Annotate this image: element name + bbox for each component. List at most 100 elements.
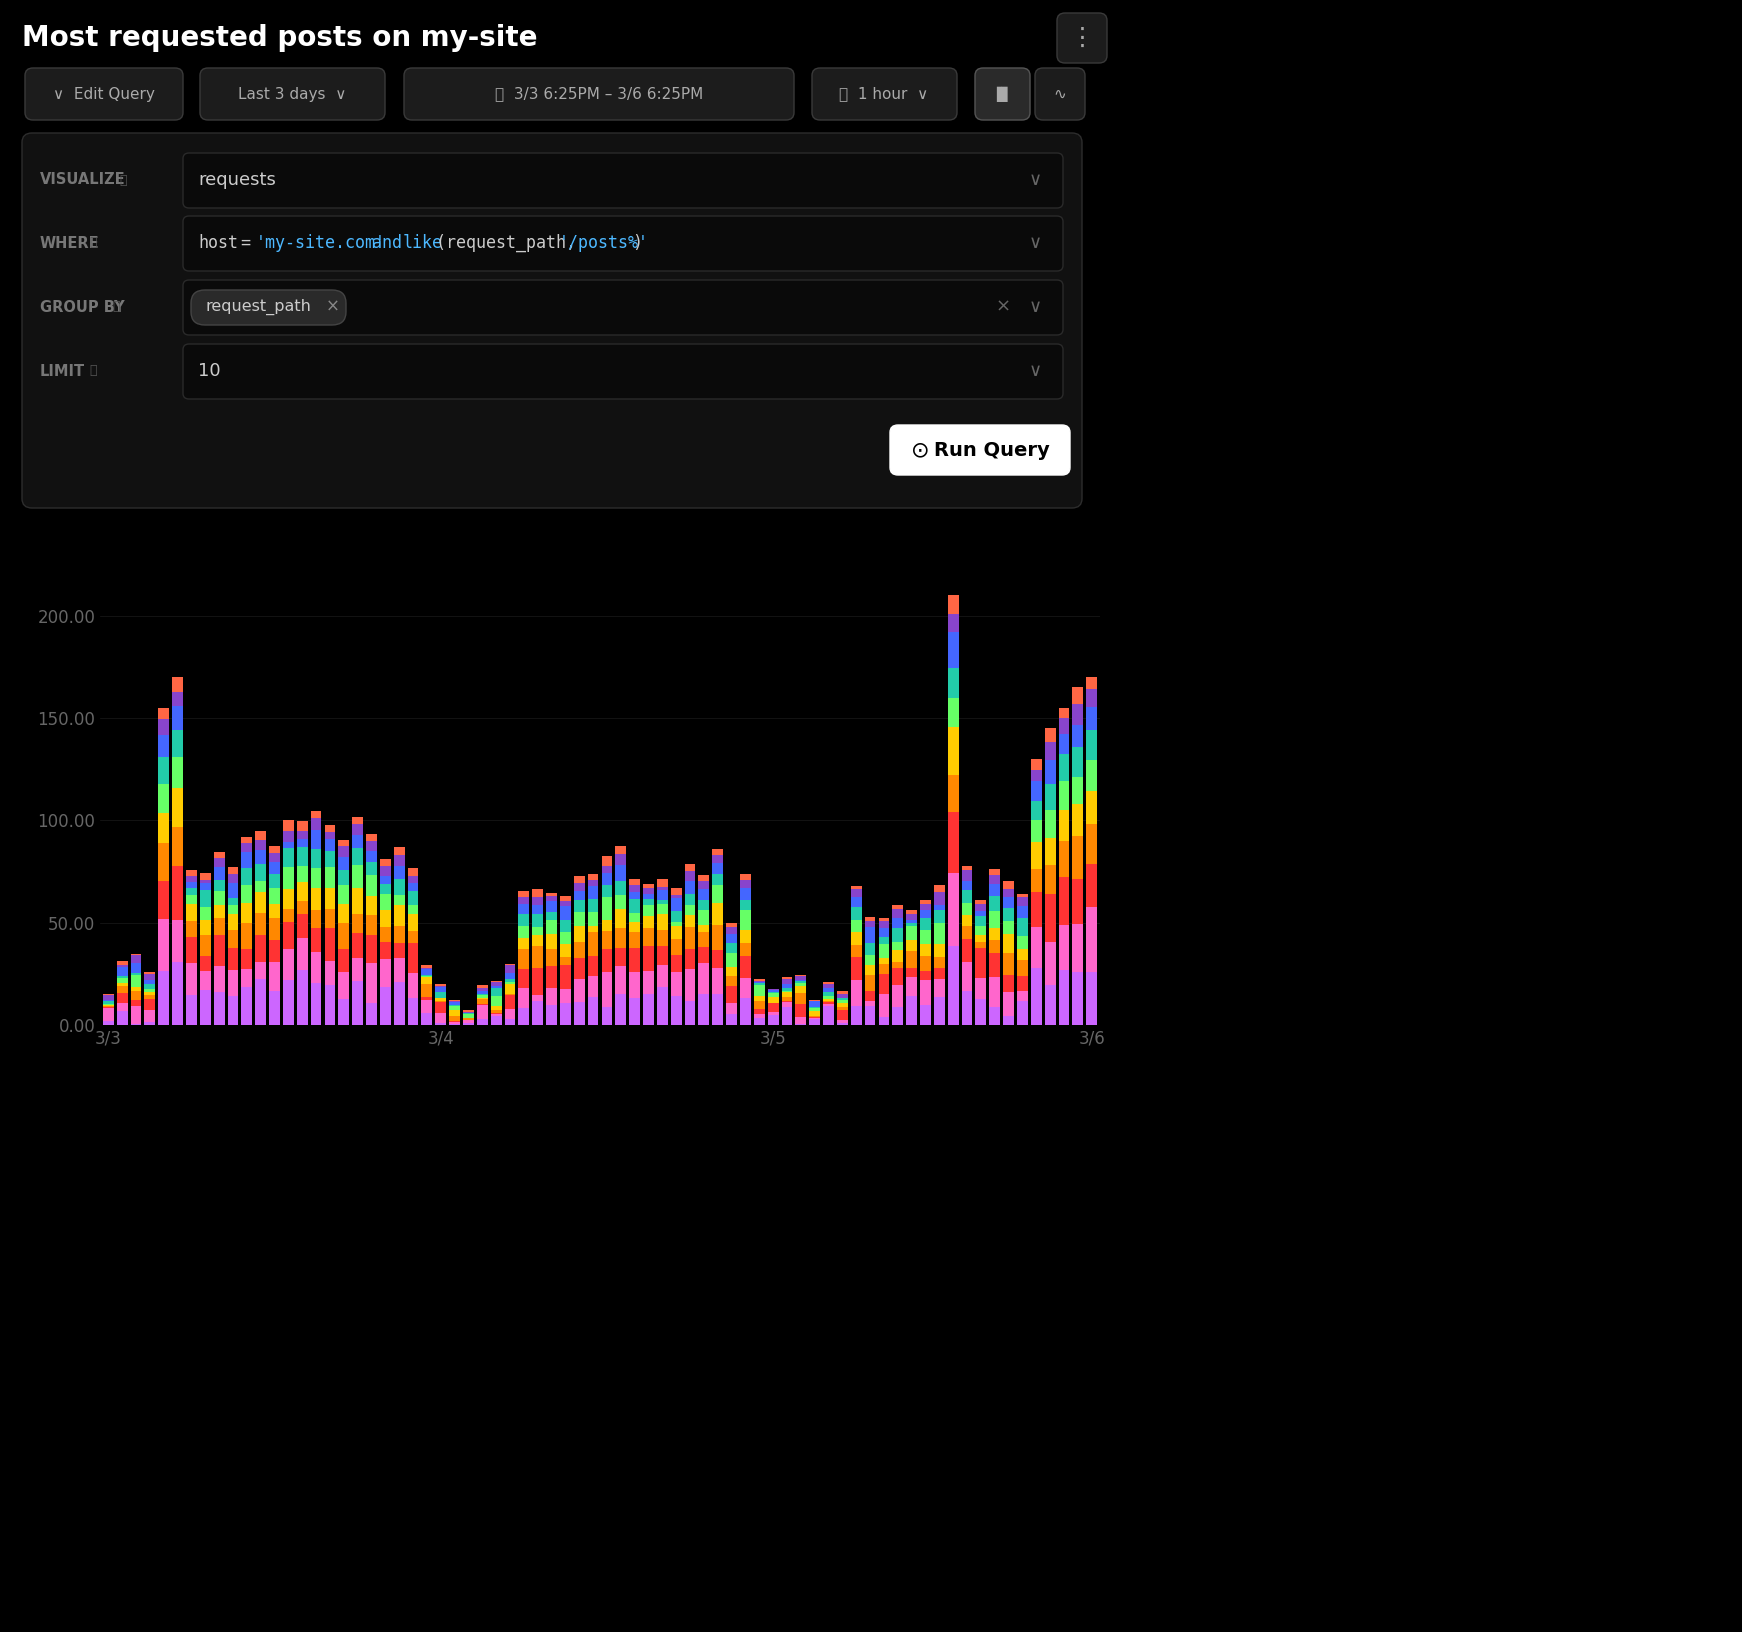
Bar <box>1003 953 1014 976</box>
Text: ⋮: ⋮ <box>1070 26 1094 51</box>
Bar <box>712 875 723 885</box>
Bar <box>394 896 404 904</box>
Bar <box>740 873 751 880</box>
Bar <box>408 973 418 999</box>
Bar <box>850 889 862 898</box>
Bar <box>228 971 239 996</box>
Bar <box>1073 973 1084 1025</box>
Bar <box>352 914 362 934</box>
Bar <box>477 987 488 991</box>
Bar <box>782 984 793 987</box>
Bar <box>477 999 488 1004</box>
Bar <box>864 1000 876 1005</box>
Bar <box>491 987 502 997</box>
Bar <box>519 904 530 914</box>
Bar <box>131 973 141 976</box>
Bar <box>366 834 376 840</box>
Bar <box>864 974 876 991</box>
Bar <box>864 966 876 974</box>
Bar <box>547 948 557 966</box>
Bar <box>657 947 667 965</box>
Text: ⓘ: ⓘ <box>89 237 98 250</box>
Bar <box>256 850 267 863</box>
Bar <box>366 1004 376 1025</box>
Bar <box>408 868 418 876</box>
Bar <box>296 865 308 881</box>
Bar <box>310 951 322 982</box>
Bar <box>615 948 625 966</box>
Bar <box>256 963 267 979</box>
Bar <box>200 991 211 1025</box>
Bar <box>906 940 916 951</box>
Bar <box>601 896 613 919</box>
Bar <box>906 920 916 922</box>
Bar <box>338 948 348 973</box>
Bar <box>1073 687 1084 703</box>
Bar <box>214 935 225 966</box>
Bar <box>394 855 404 865</box>
Bar <box>145 1022 155 1025</box>
Bar <box>948 596 958 614</box>
Bar <box>629 912 639 922</box>
Bar <box>145 981 155 984</box>
Bar <box>740 930 751 943</box>
Text: ⓘ: ⓘ <box>89 364 98 377</box>
Bar <box>449 1002 460 1005</box>
Bar <box>533 1000 544 1025</box>
Bar <box>256 840 267 850</box>
Bar <box>948 873 958 947</box>
Bar <box>782 1002 793 1007</box>
Bar <box>422 965 432 968</box>
Bar <box>850 886 862 889</box>
Text: ): ) <box>632 233 643 251</box>
Bar <box>615 966 625 994</box>
Bar <box>519 914 530 927</box>
Bar <box>200 920 211 935</box>
Bar <box>699 994 709 1025</box>
Text: like: like <box>402 233 442 251</box>
Bar <box>657 880 667 886</box>
Bar <box>310 909 322 927</box>
Bar <box>796 1017 807 1023</box>
Bar <box>643 929 653 945</box>
Bar <box>948 947 958 1025</box>
Bar <box>200 971 211 991</box>
Bar <box>1031 842 1042 868</box>
Bar <box>296 831 308 839</box>
Bar <box>449 1017 460 1022</box>
Text: ×: × <box>326 299 340 317</box>
Bar <box>1045 865 1056 894</box>
Bar <box>505 1009 516 1020</box>
Bar <box>1087 907 1097 973</box>
Bar <box>186 996 197 1025</box>
Bar <box>242 868 253 885</box>
Bar <box>726 976 737 986</box>
Bar <box>685 916 695 927</box>
Bar <box>587 873 599 880</box>
Bar <box>824 992 834 996</box>
Bar <box>754 1009 765 1013</box>
Bar <box>505 979 516 982</box>
Bar <box>754 1018 765 1025</box>
Bar <box>200 956 211 971</box>
Bar <box>186 870 197 876</box>
Bar <box>117 1010 127 1025</box>
Bar <box>615 854 625 865</box>
Bar <box>131 976 141 987</box>
Bar <box>824 989 834 992</box>
Bar <box>878 1017 890 1025</box>
Bar <box>643 916 653 929</box>
Bar <box>103 1009 113 1020</box>
Bar <box>962 889 972 902</box>
Bar <box>394 878 404 896</box>
Bar <box>352 816 362 824</box>
Bar <box>145 996 155 999</box>
Bar <box>587 997 599 1025</box>
Text: and: and <box>362 233 413 251</box>
Bar <box>1017 960 1028 976</box>
Bar <box>796 986 807 992</box>
Bar <box>892 950 902 963</box>
Bar <box>519 1009 530 1025</box>
Bar <box>242 885 253 902</box>
Bar <box>159 813 169 844</box>
